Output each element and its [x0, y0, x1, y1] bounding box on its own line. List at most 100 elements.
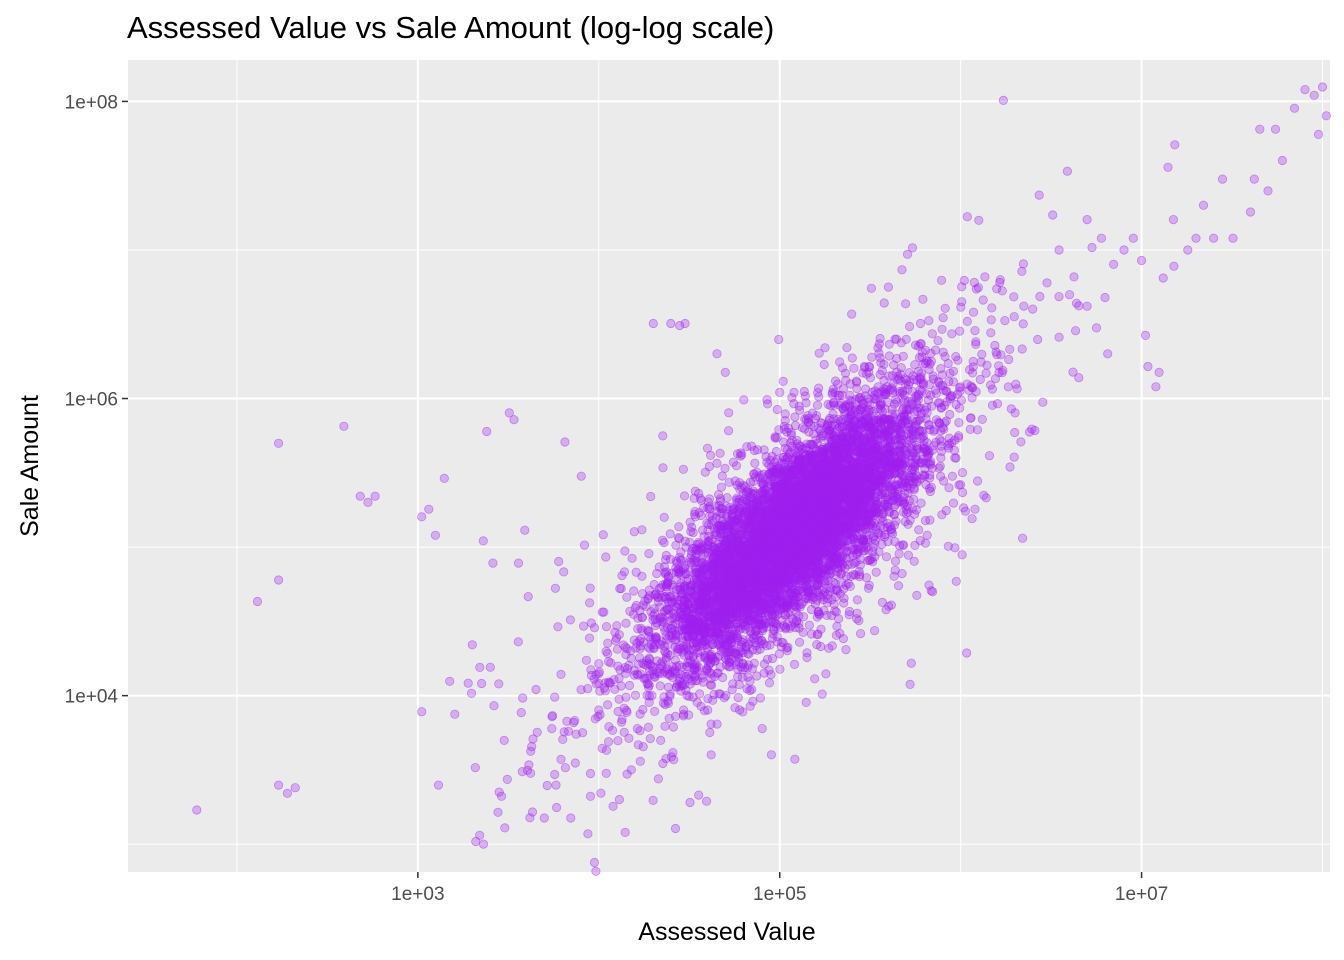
data-point	[769, 565, 779, 575]
data-point	[806, 591, 817, 602]
data-point	[789, 399, 799, 409]
data-point	[918, 431, 928, 441]
data-point	[967, 393, 977, 403]
data-point	[697, 592, 707, 602]
data-point	[591, 679, 601, 689]
data-point	[616, 717, 627, 727]
data-point	[905, 515, 915, 525]
data-point	[522, 765, 533, 776]
data-point	[884, 339, 894, 349]
data-point	[869, 625, 880, 636]
data-point	[612, 621, 622, 631]
data-point	[788, 561, 798, 571]
data-point	[528, 734, 538, 744]
data-point	[478, 839, 489, 849]
data-point	[600, 678, 610, 688]
data-point	[621, 705, 632, 716]
data-point	[666, 752, 677, 762]
data-point	[841, 644, 851, 655]
data-point	[894, 549, 904, 559]
data-point	[517, 766, 527, 777]
data-point	[678, 464, 689, 474]
data-point	[789, 597, 799, 607]
data-point	[589, 623, 600, 633]
data-point	[762, 477, 772, 487]
data-point	[944, 483, 954, 493]
data-point	[704, 504, 715, 514]
data-point	[1038, 397, 1048, 407]
data-point	[777, 574, 787, 584]
data-point	[738, 529, 748, 539]
data-point	[703, 627, 714, 637]
data-point	[868, 406, 879, 417]
data-point	[867, 557, 878, 567]
data-point	[831, 592, 841, 602]
data-point	[1048, 210, 1058, 220]
data-point	[734, 497, 744, 507]
data-point	[948, 498, 959, 508]
data-point	[646, 491, 656, 502]
data-point	[551, 802, 562, 813]
data-point	[854, 394, 865, 404]
data-point	[807, 556, 817, 566]
data-point	[852, 471, 863, 481]
data-point	[622, 769, 632, 779]
data-point	[924, 365, 934, 375]
data-point	[1143, 361, 1153, 372]
data-point	[695, 600, 705, 610]
data-point	[663, 605, 674, 616]
data-point	[840, 368, 851, 378]
data-point	[675, 626, 685, 636]
data-point	[707, 563, 717, 573]
data-point	[1170, 140, 1180, 150]
data-point	[764, 678, 775, 688]
data-point	[794, 542, 804, 552]
data-point	[694, 601, 705, 611]
data-point	[737, 450, 747, 460]
data-point	[884, 414, 894, 425]
data-point	[915, 473, 926, 484]
data-point	[767, 553, 778, 563]
data-point	[1005, 344, 1015, 354]
data-point	[824, 465, 835, 475]
data-point	[699, 636, 710, 646]
data-point	[830, 376, 841, 386]
data-point	[852, 608, 862, 618]
data-point	[947, 438, 957, 448]
data-point	[643, 679, 653, 689]
data-point	[825, 511, 835, 521]
data-point	[811, 468, 821, 478]
data-point	[654, 562, 664, 572]
data-point	[937, 370, 948, 380]
data-point	[622, 592, 632, 602]
data-point	[891, 492, 902, 503]
data-point	[779, 564, 790, 575]
data-point	[771, 557, 781, 568]
data-point	[883, 460, 893, 471]
data-point	[718, 637, 729, 648]
data-point	[489, 701, 499, 711]
data-point	[842, 342, 852, 353]
data-point	[663, 604, 673, 614]
data-point	[639, 673, 649, 684]
data-point	[902, 249, 913, 259]
data-point	[877, 597, 888, 608]
data-point	[854, 572, 865, 582]
data-point	[779, 424, 789, 434]
data-point	[734, 478, 745, 488]
data-point	[856, 486, 867, 497]
data-point	[638, 704, 648, 715]
data-point	[870, 386, 880, 396]
data-point	[774, 334, 784, 345]
grid-major	[128, 60, 1330, 872]
data-point	[943, 440, 953, 451]
data-point	[466, 688, 477, 698]
data-point	[881, 552, 892, 562]
data-point	[620, 668, 631, 679]
data-point	[801, 482, 811, 492]
data-point	[764, 665, 774, 675]
data-point	[808, 477, 818, 487]
data-point	[816, 641, 826, 652]
data-point	[714, 520, 724, 531]
data-point	[654, 668, 664, 679]
